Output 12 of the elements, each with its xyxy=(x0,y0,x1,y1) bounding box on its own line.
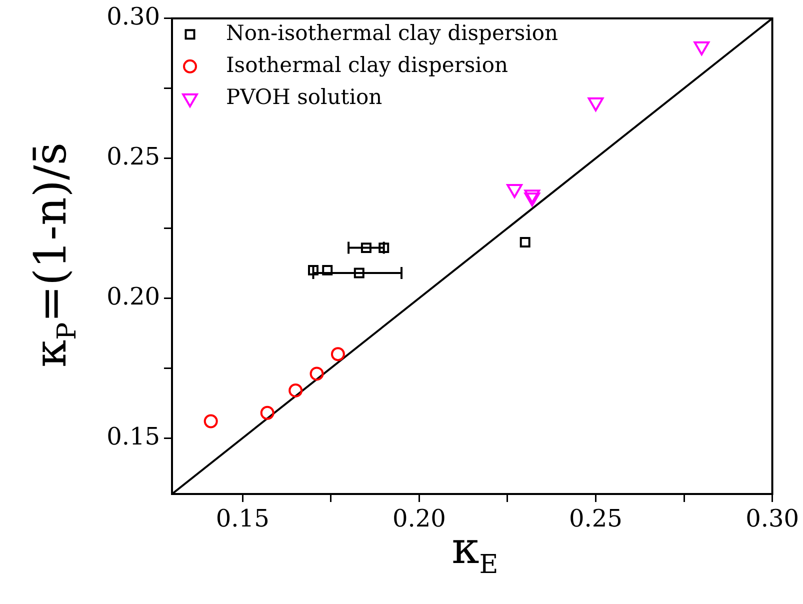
legend-label: PVOH solution xyxy=(226,84,382,109)
x-axis-title: κ$_{E}$ xyxy=(452,523,498,580)
x-tick-label: 0.25 xyxy=(569,504,622,533)
y-tick-label: 0.15 xyxy=(106,422,160,450)
x-tick-label: 0.15 xyxy=(216,504,270,533)
y-tick-label: 0.25 xyxy=(106,142,160,171)
x-tick-label: 0.30 xyxy=(746,504,799,533)
y-tick-label: 0.20 xyxy=(106,282,160,310)
legend-label: Non-isothermal clay dispersion xyxy=(226,20,558,45)
y-tick-label: 0.30 xyxy=(106,2,160,31)
legend-label: Isothermal clay dispersion xyxy=(226,52,508,77)
x-tick-label: 0.20 xyxy=(392,504,446,533)
